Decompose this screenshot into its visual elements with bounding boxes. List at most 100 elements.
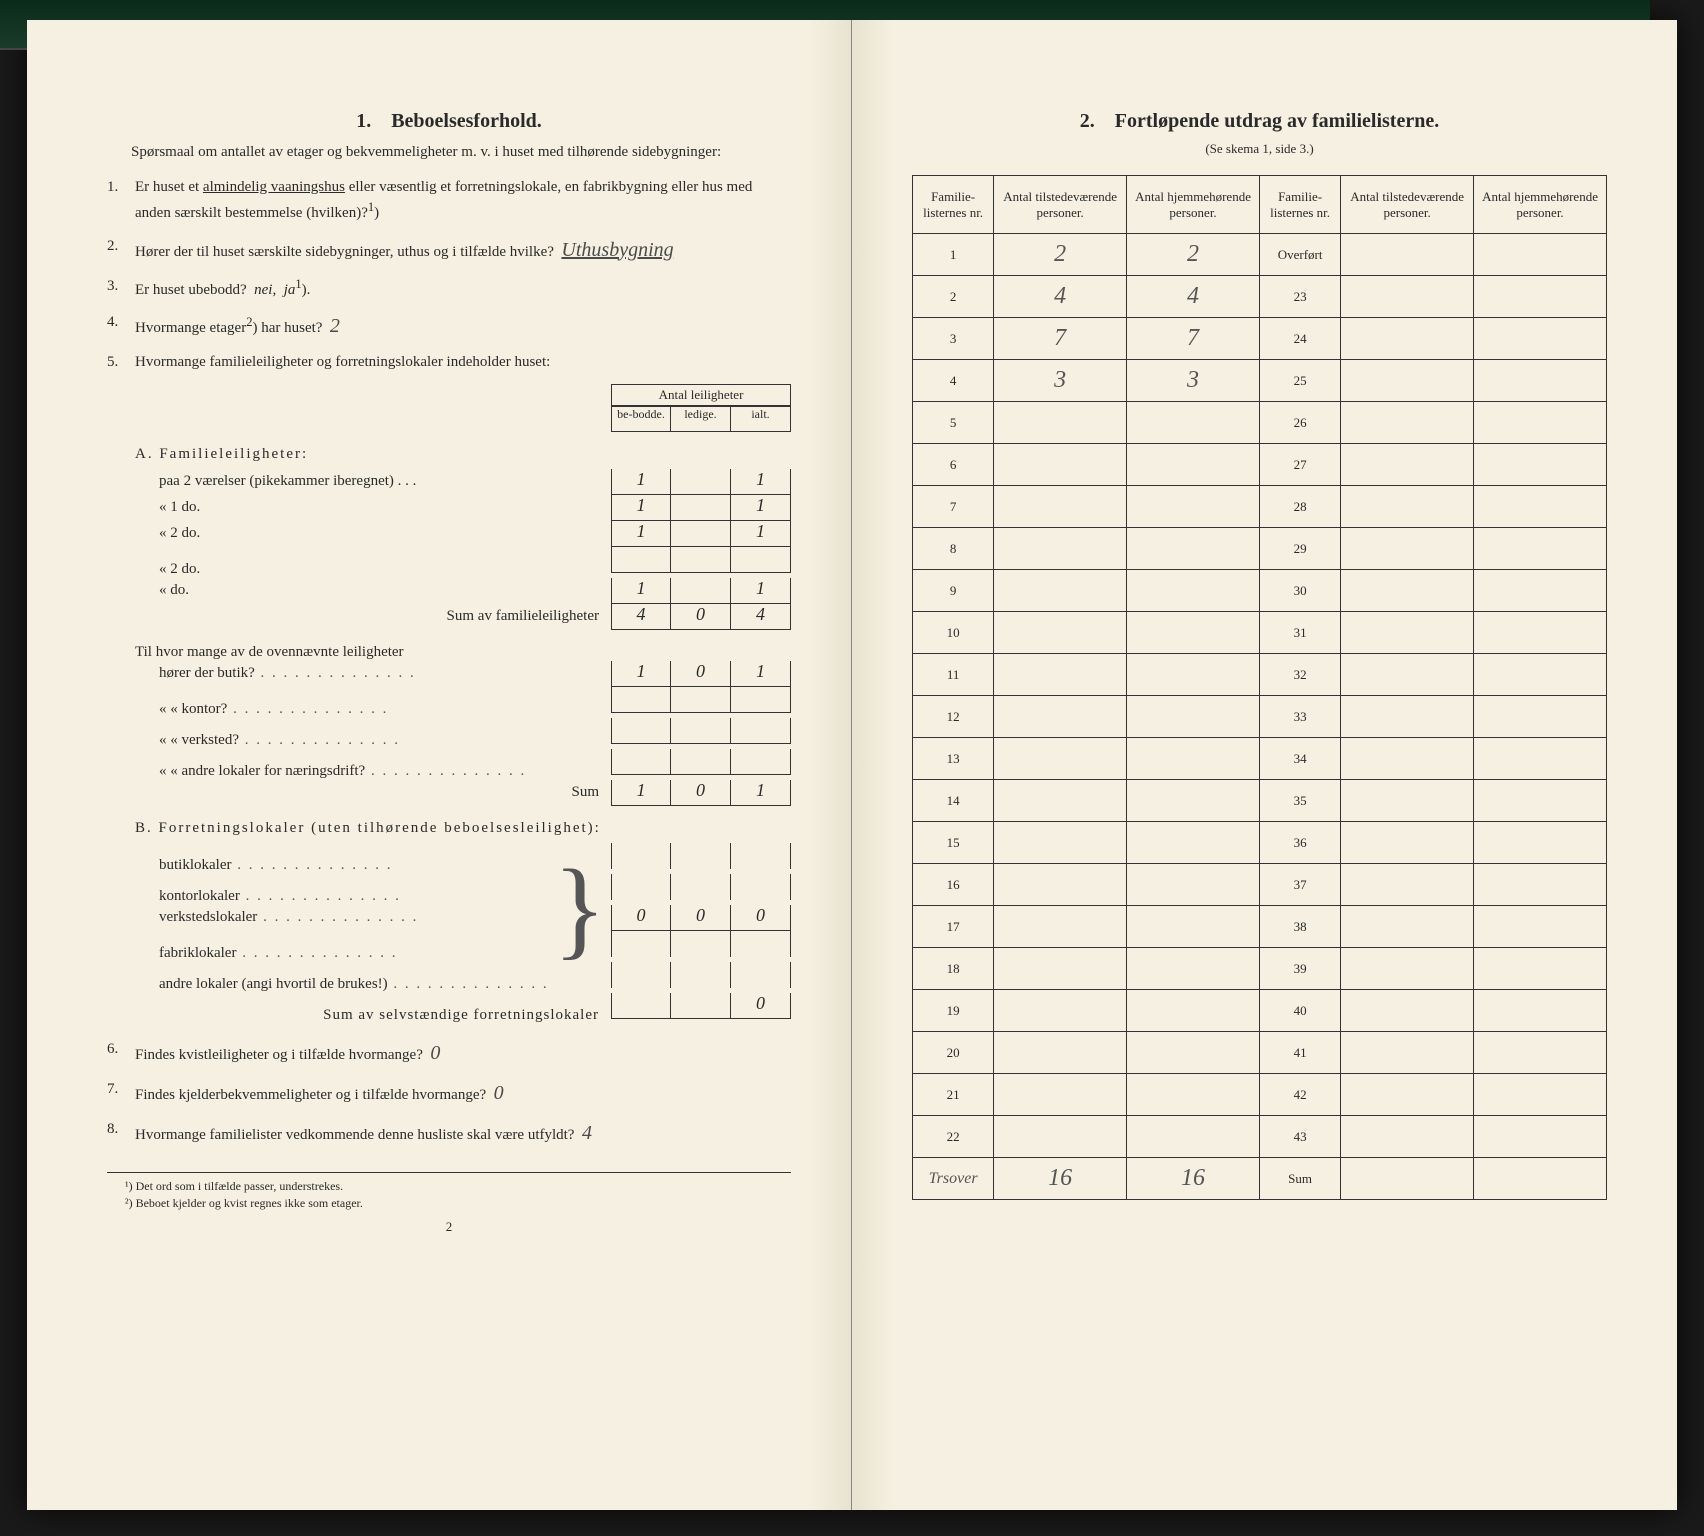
mid-cell [671, 718, 731, 744]
mid-cell: 1 [731, 661, 791, 687]
row-c [1341, 1032, 1474, 1074]
q1-under: almindelig vaaningshus [203, 179, 345, 195]
b-row-lbl: butiklokaler [135, 857, 611, 874]
row-d [1474, 1116, 1607, 1158]
left-title-text: Beboelsesforhold. [391, 110, 542, 132]
row-d [1474, 276, 1607, 318]
row-d [1474, 234, 1607, 276]
row-num-r: 23 [1259, 276, 1340, 318]
row-num-r: 37 [1259, 864, 1340, 906]
a-cell [671, 469, 731, 495]
mid-row-lbl: « « verksted? [135, 732, 611, 749]
q1: 1. Er huset et almindelig vaaningshus el… [135, 176, 791, 225]
row-num-r: 28 [1259, 486, 1340, 528]
a-cell: 1 [611, 521, 671, 547]
row-num-l: 6 [913, 444, 994, 486]
table-header-row: Familie-listernes nr. Antal tilstedevære… [913, 176, 1607, 234]
book-spread: 1. Beboelsesforhold. Spørsmaal om antall… [27, 20, 1677, 1510]
th-4: Antal tilstedeværende personer. [1341, 176, 1474, 234]
mid-row: hører der butik? 1 0 1 [135, 661, 791, 687]
b-cell [611, 962, 671, 988]
row-c [1341, 990, 1474, 1032]
mid-cell: 1 [611, 661, 671, 687]
left-pagenum: 2 [107, 1219, 791, 1235]
b-row-lbl: andre lokaler (angi hvortil de brukes!) [135, 976, 611, 993]
row-b [1127, 1032, 1260, 1074]
table-row: 18 39 [913, 948, 1607, 990]
b-row-lbl: verkstedslokaler [135, 909, 611, 926]
row-c [1341, 906, 1474, 948]
table-row: 6 27 [913, 444, 1607, 486]
row-num-l: 5 [913, 402, 994, 444]
row-num-l: 12 [913, 696, 994, 738]
mini-h2: ledige. [671, 406, 731, 432]
fn2: ²) Beboet kjelder og kvist regnes ikke s… [107, 1196, 791, 1211]
row-b [1127, 738, 1260, 780]
row-d [1474, 528, 1607, 570]
row-num-l: 9 [913, 570, 994, 612]
row-c [1341, 570, 1474, 612]
table-row: 19 40 [913, 990, 1607, 1032]
row-num-r: 27 [1259, 444, 1340, 486]
table-row: 7 28 [913, 486, 1607, 528]
mid-row-lbl: « « kontor? [135, 701, 611, 718]
row-num-r: 30 [1259, 570, 1340, 612]
q3-text: Er huset ubebodd? nei, ja [135, 282, 295, 298]
row-a [994, 1032, 1127, 1074]
mid-row: « « verksted? [135, 718, 791, 749]
table-row: 1 2 2 Overført [913, 234, 1607, 276]
section-b-title: B. Forretningslokaler (uten tilhørende b… [135, 820, 791, 837]
q2-text: Hører der til huset særskilte sidebygnin… [135, 244, 554, 260]
b-sum-row: Sum av selvstændige forretningslokaler 0 [135, 993, 791, 1024]
right-sub: (Se skema 1, side 3.) [912, 141, 1607, 157]
b-cell [671, 962, 731, 988]
row-c [1341, 402, 1474, 444]
row-a [994, 570, 1127, 612]
row-num-r: 32 [1259, 654, 1340, 696]
b-row-lbl: kontorlokaler [135, 888, 611, 905]
brace-icon: } [553, 853, 606, 963]
row-a [994, 1116, 1127, 1158]
b-cell [731, 931, 791, 957]
row-b [1127, 822, 1260, 864]
right-page: 2. Fortløpende utdrag av familielisterne… [852, 20, 1677, 1510]
table-row: 15 36 [913, 822, 1607, 864]
b-cell: 0 [611, 905, 671, 931]
row-c [1341, 864, 1474, 906]
row-num-r: 26 [1259, 402, 1340, 444]
th-2: Antal hjemmehørende personer. [1127, 176, 1260, 234]
table-row: 3 7 7 24 [913, 318, 1607, 360]
row-num-l: 19 [913, 990, 994, 1032]
a-row-lbl: « 1 do. [135, 499, 611, 516]
table-row: 10 31 [913, 612, 1607, 654]
q6-hand: 0 [430, 1042, 440, 1064]
mid-cell [731, 687, 791, 713]
mid-row-lbl: « « andre lokaler for næringsdrift? [135, 763, 611, 780]
q5-text: Hvormange familieleiligheter og forretni… [135, 354, 550, 370]
mid-cell [731, 749, 791, 775]
mid-sum-lbl: Sum [135, 784, 611, 801]
sum-a: 16 [994, 1158, 1127, 1200]
a-cell [671, 578, 731, 604]
mid-cell [731, 718, 791, 744]
b-sum-0 [611, 993, 671, 1019]
footnotes: ¹) Det ord som i tilfælde passer, unders… [107, 1172, 791, 1211]
sum-r-a [1341, 1158, 1474, 1200]
row-num-l: 20 [913, 1032, 994, 1074]
table-row: 21 42 [913, 1074, 1607, 1116]
a-row: « 1 do. 1 1 [135, 495, 791, 521]
q4-post: ) har huset? [252, 320, 322, 336]
row-num-l: 22 [913, 1116, 994, 1158]
q6-text: Findes kvistleiligheter og i tilfælde hv… [135, 1047, 423, 1063]
row-a [994, 864, 1127, 906]
b-sum-1 [671, 993, 731, 1019]
mini-h3: ialt. [731, 406, 791, 432]
a-row: « 2 do. 1 1 [135, 521, 791, 547]
row-c [1341, 444, 1474, 486]
q1-pre: Er huset et [135, 179, 203, 195]
table-row: 17 38 [913, 906, 1607, 948]
row-a [994, 528, 1127, 570]
row-d [1474, 822, 1607, 864]
row-num-r: 34 [1259, 738, 1340, 780]
row-b: 3 [1127, 360, 1260, 402]
